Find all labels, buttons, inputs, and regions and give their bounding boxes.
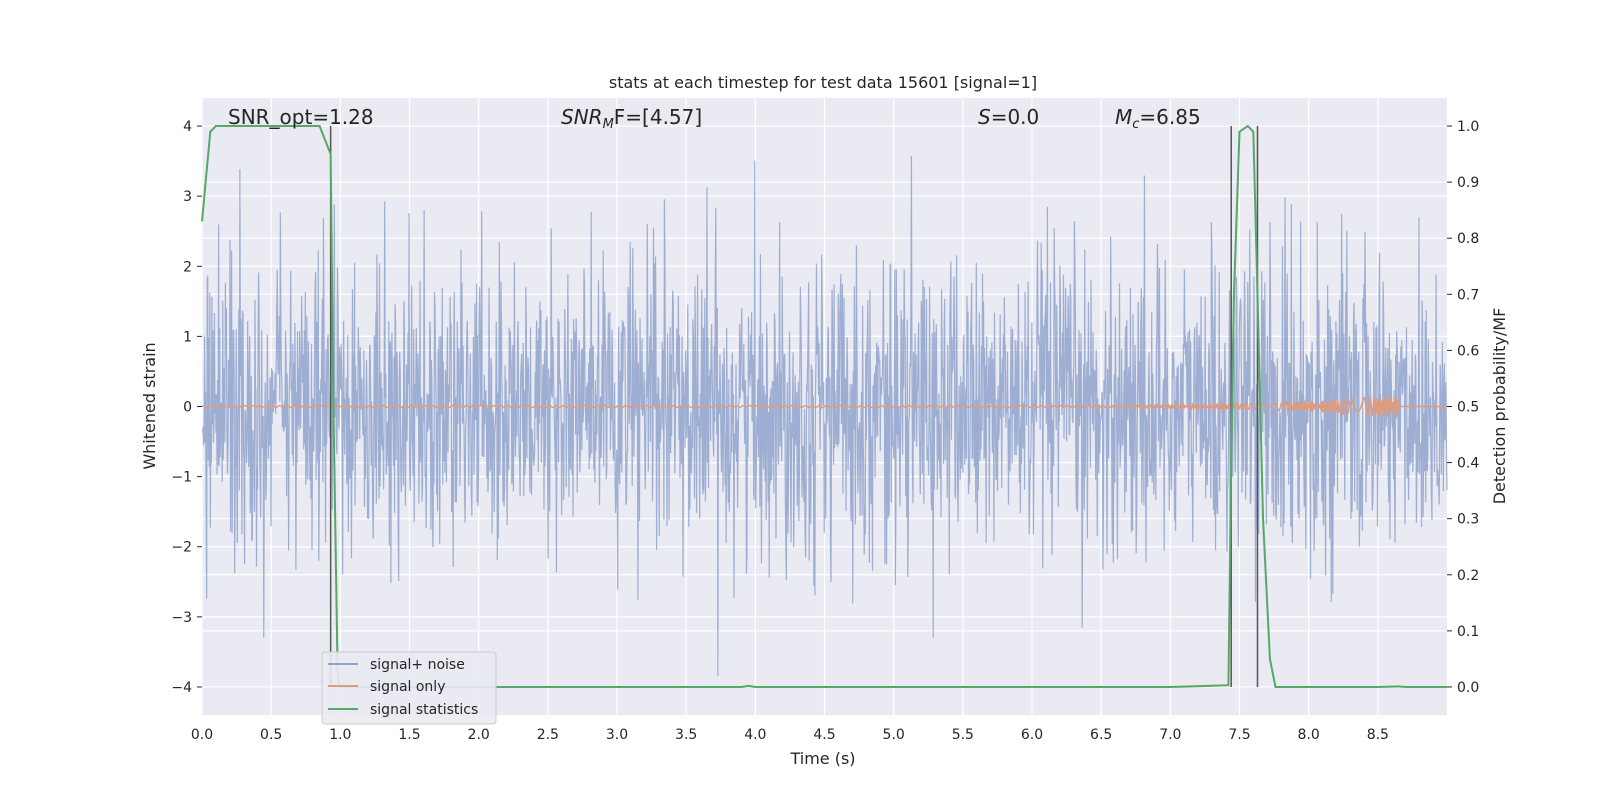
x-tick-label: 6.5 — [1090, 727, 1112, 743]
y-right-tick-label: 0.3 — [1457, 512, 1479, 528]
y-right-ticks: 1.0 0.9 0.8 0.7 0.6 0.5 0.4 0.3 0.2 0.1 0.0 — [1447, 119, 1479, 696]
y-right-tick-label: 0.9 — [1457, 175, 1479, 191]
signal-only-line — [201, 395, 1447, 418]
annotation-mc-rest: =6.85 — [1139, 105, 1200, 129]
x-tick-label: 3.5 — [675, 727, 697, 743]
y-right-axis-title: Detection probability/MF — [1490, 308, 1509, 505]
annotation-mc: Mc=6.85 — [1115, 105, 1201, 132]
x-tick-label: 1.5 — [398, 727, 420, 743]
y-tick-label: 0 — [183, 400, 192, 416]
y-right-tick-label: 0.0 — [1457, 680, 1479, 696]
y-right-tick-label: 1.0 — [1457, 119, 1479, 135]
y-tick-label: 4 — [183, 119, 192, 135]
annotation-mc-base: M — [1115, 105, 1132, 129]
y-right-tick-label: 0.6 — [1457, 343, 1479, 359]
legend-label-noise: signal+ noise — [370, 657, 465, 673]
x-tick-label: 4.5 — [813, 727, 835, 743]
y-right-tick-label: 0.4 — [1457, 456, 1479, 472]
x-tick-label: 0.5 — [260, 727, 282, 743]
y-tick-label: 1 — [183, 329, 192, 345]
chart-title: stats at each timestep for test data 156… — [609, 73, 1037, 92]
x-tick-label: 5.0 — [883, 727, 905, 743]
x-tick-label: 3.0 — [606, 727, 628, 743]
y-tick-label: 3 — [183, 189, 192, 205]
legend-label-stat: signal statistics — [370, 702, 478, 718]
y-right-tick-label: 0.5 — [1457, 400, 1479, 416]
x-tick-label: 4.0 — [744, 727, 766, 743]
x-tick-label: 7.5 — [1228, 727, 1250, 743]
signal-only-series — [201, 395, 1447, 418]
signal-statistics-line — [201, 124, 1447, 688]
y-tick-label: −3 — [171, 610, 192, 626]
annotation-s-rest: =0.0 — [991, 105, 1040, 129]
x-tick-label: 6.0 — [1021, 727, 1043, 743]
y-tick-label: −4 — [171, 680, 192, 696]
y-right-tick-label: 0.1 — [1457, 624, 1479, 640]
noise-series — [201, 155, 1448, 677]
x-tick-label: 8.0 — [1298, 727, 1320, 743]
x-tick-label: 7.0 — [1159, 727, 1181, 743]
x-axis-title: Time (s) — [789, 749, 855, 768]
annotation-snr-opt: SNR_opt=1.28 — [228, 105, 374, 129]
y-ticks: 4 3 2 1 0 −1 −2 −3 −4 — [171, 119, 202, 696]
annotation-s: S=0.0 — [978, 105, 1039, 129]
signal-statistics-series — [201, 124, 1447, 688]
y-tick-label: 2 — [183, 259, 192, 275]
y-right-tick-label: 0.2 — [1457, 568, 1479, 584]
noise-line — [201, 155, 1448, 677]
y-tick-label: −2 — [171, 540, 192, 556]
x-tick-label: 0.0 — [191, 727, 213, 743]
y-tick-label: −1 — [171, 470, 192, 486]
legend-box — [321, 651, 497, 725]
annotation-snr-mf-sub: M — [603, 117, 614, 132]
legend: signal+ noise signal only signal statist… — [321, 651, 497, 725]
x-ticks: 0.0 0.5 1.0 1.5 2.0 2.5 3.0 3.5 4.0 4.5 5.0 5.5 6.0 6… — [191, 727, 1389, 743]
x-tick-label: 1.0 — [329, 727, 351, 743]
x-tick-label: 5.5 — [952, 727, 974, 743]
annotation-snr-mf-rest: F=[4.57] — [614, 105, 702, 129]
annotation-snr-mf: SNRMF=[4.57] — [561, 105, 702, 132]
annotation-snr-mf-base: SNR — [561, 105, 603, 129]
annotation-mc-sub: c — [1132, 117, 1139, 132]
x-tick-label: 2.0 — [468, 727, 490, 743]
y-right-tick-label: 0.8 — [1457, 231, 1479, 247]
y-right-tick-label: 0.7 — [1457, 287, 1479, 303]
y-axis-title: Whitened strain — [140, 342, 159, 469]
legend-label-signal: signal only — [370, 679, 445, 695]
x-tick-label: 8.5 — [1367, 727, 1389, 743]
annotation-s-base: S — [978, 105, 991, 129]
x-tick-label: 2.5 — [537, 727, 559, 743]
